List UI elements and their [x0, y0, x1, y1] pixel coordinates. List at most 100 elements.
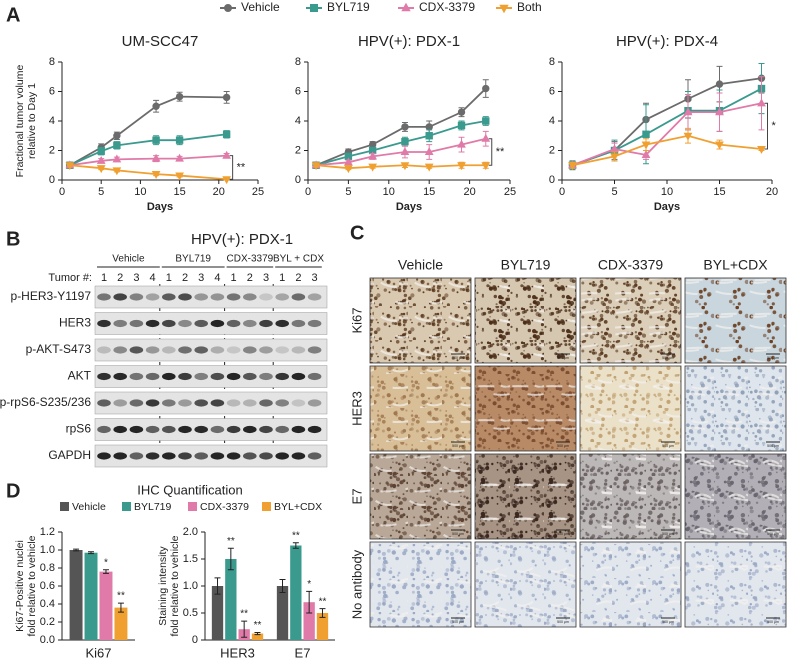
y-tick-label: 6: [549, 85, 555, 97]
marker: [175, 153, 184, 162]
y-tick-label: 4: [49, 115, 55, 127]
series-line: [572, 87, 762, 167]
blot-band: [178, 399, 192, 407]
blot-band: [226, 346, 241, 354]
series-line: [69, 154, 227, 167]
marker: [152, 136, 160, 144]
y-tick-label: 4: [295, 115, 301, 127]
blot-band: [259, 425, 273, 434]
error-bar: [117, 602, 124, 613]
marker: [152, 102, 160, 110]
marker: [222, 93, 231, 102]
blot-band: [145, 319, 160, 328]
blot-band: [226, 425, 241, 434]
row-label: E7: [349, 489, 364, 505]
significance-label: **: [240, 609, 248, 620]
marker: [65, 162, 75, 171]
x-tick-label: 15: [423, 186, 435, 198]
blot-band: [113, 372, 127, 381]
x-tick-label: 0: [559, 186, 565, 198]
marker: [97, 147, 105, 155]
row-label: Ki67: [349, 307, 364, 333]
significance-label: *: [307, 579, 311, 590]
bar: [251, 633, 264, 640]
blot-band: [129, 425, 144, 434]
marker: [400, 162, 410, 171]
blot-band: [210, 399, 225, 407]
blot-band: [145, 372, 160, 381]
error-bar: [227, 547, 234, 571]
significance-label: *: [104, 557, 108, 568]
scale-bar-label: 500 µm: [452, 620, 464, 624]
scale-bar-label: 500 µm: [662, 356, 674, 360]
lane-number: 2: [182, 272, 188, 284]
column-label: Vehicle: [398, 257, 443, 273]
marker: [113, 141, 121, 150]
lane-number: 3: [198, 272, 204, 284]
error-bar: [102, 569, 109, 574]
marker: [642, 130, 650, 138]
marker: [96, 165, 106, 174]
group-label: CDX-3379: [227, 254, 274, 265]
tumor-label: Tumor #:: [48, 272, 92, 284]
y-tick-label: 0.8: [40, 562, 55, 574]
scale-bar-label: 500 µm: [662, 532, 674, 536]
x-tick-label: 10: [134, 186, 146, 198]
blot-band: [307, 372, 322, 381]
blot-band: [97, 372, 111, 381]
blot-band: [210, 425, 225, 434]
legend-swatch: [122, 502, 131, 511]
bar: [303, 602, 315, 640]
blot-band: [97, 346, 111, 354]
x-tick-label: HER3: [220, 645, 255, 660]
marker: [151, 171, 161, 179]
row-label: HER3: [349, 391, 364, 426]
chart-title: HPV(+): PDX-1: [358, 33, 460, 50]
blot-band: [97, 293, 111, 301]
blot-band: [226, 452, 241, 460]
blot-title: HPV(+): PDX-1: [191, 231, 293, 248]
x-axis-label: Days: [396, 201, 422, 213]
blot-band: [113, 319, 127, 328]
bar: [290, 545, 302, 640]
marker: [401, 137, 409, 146]
scale-bar-label: 500 µm: [767, 444, 779, 448]
marker: [683, 132, 693, 141]
blot-band: [210, 372, 225, 381]
marker: [222, 176, 232, 185]
significance-label: **: [227, 536, 235, 547]
chart-title: IHC Quantification: [137, 482, 243, 497]
bar: [99, 571, 113, 640]
panel-label: D: [6, 480, 20, 502]
lane-number: 4: [214, 272, 220, 284]
y-tick-label: 0: [295, 174, 301, 186]
significance-label: *: [772, 120, 777, 132]
x-tick-label: E7: [295, 645, 311, 660]
blot-row-label: p-rpS6-S235/236: [0, 395, 91, 409]
scale-bar-label: 500 µm: [557, 444, 569, 448]
significance-label: **: [319, 596, 327, 607]
error-bar: [306, 590, 313, 614]
blot-band: [307, 452, 322, 460]
blot-band: [194, 346, 208, 354]
blot-band: [275, 425, 290, 434]
marker: [424, 147, 434, 156]
scale-bar-label: 500 µm: [557, 532, 569, 536]
error-bar: [241, 620, 248, 638]
marker: [224, 4, 232, 12]
bar: [211, 586, 224, 640]
blot-band: [275, 319, 290, 328]
blot-band: [275, 452, 290, 460]
lane-number: 2: [295, 272, 301, 284]
y-tick-label: 8: [295, 56, 301, 68]
x-tick-label: 15: [173, 186, 185, 198]
ihc-image: [579, 453, 682, 540]
blot-band: [226, 399, 241, 407]
legend-label: BYL+CDX: [274, 501, 322, 513]
x-axis-label: Days: [654, 201, 680, 213]
lane-number: 1: [279, 272, 285, 284]
bar: [225, 559, 237, 640]
error-bar: [214, 577, 221, 595]
y-tick-label: 2: [49, 144, 55, 156]
bar: [84, 552, 98, 640]
